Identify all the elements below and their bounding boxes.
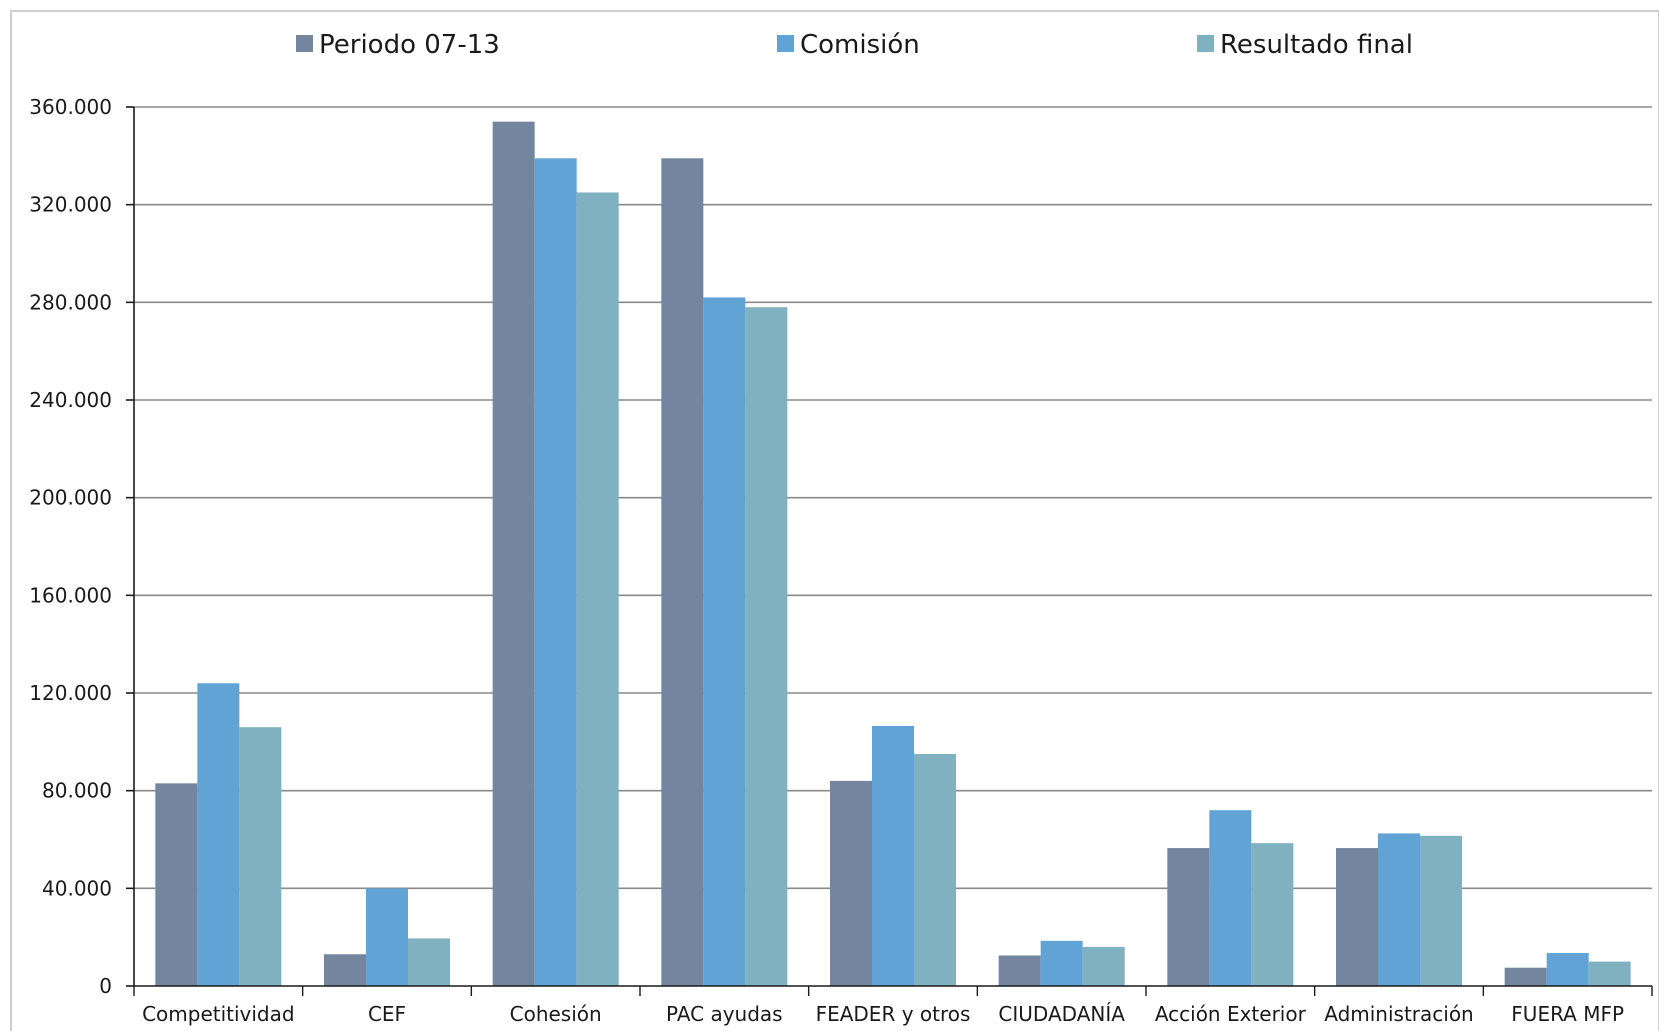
bar-acci-n-exterior-series-1 bbox=[1209, 810, 1252, 986]
bar-fuera-mfp-series-0 bbox=[1504, 967, 1547, 986]
bar-competitividad-series-2 bbox=[239, 727, 282, 986]
y-tick-label: 120.000 bbox=[29, 681, 112, 705]
bar-administraci-n-series-1 bbox=[1378, 833, 1420, 986]
bar-competitividad-series-0 bbox=[155, 783, 198, 986]
legend-swatch bbox=[296, 35, 313, 52]
y-tick-label: 160.000 bbox=[29, 583, 112, 607]
y-tick-label: 200.000 bbox=[29, 486, 112, 510]
y-axis-tick-labels: 0 40.000 80.000 120.000 160.000 200.000 240.00… bbox=[29, 95, 112, 998]
x-category-label: Cohesión bbox=[510, 1002, 602, 1026]
bar-cohesi-n-series-0 bbox=[492, 121, 535, 986]
legend-swatch bbox=[1197, 35, 1214, 52]
bar-pac-ayudas-series-1 bbox=[703, 297, 746, 986]
x-category-label: FUERA MFP bbox=[1511, 1002, 1624, 1026]
bar-ciudadan-a-series-2 bbox=[1082, 946, 1125, 986]
bar-fuera-mfp-series-2 bbox=[1588, 961, 1631, 986]
legend: Periodo 07-13 Comisión Resultado final bbox=[296, 30, 1413, 60]
legend-label: Comisión bbox=[800, 30, 920, 60]
bar-ciudadan-a-series-1 bbox=[1040, 940, 1083, 986]
bar-feader-y-otros-series-2 bbox=[914, 754, 956, 986]
bar-competitividad-series-1 bbox=[197, 683, 240, 986]
y-tick-label: 80.000 bbox=[42, 779, 112, 803]
x-category-label: Acción Exterior bbox=[1155, 1002, 1307, 1026]
bar-feader-y-otros-series-0 bbox=[830, 780, 872, 986]
bar-acci-n-exterior-series-2 bbox=[1251, 843, 1294, 986]
y-tick-label: 280.000 bbox=[29, 290, 112, 314]
bar-administraci-n-series-0 bbox=[1336, 848, 1378, 986]
y-tick-label: 320.000 bbox=[29, 193, 112, 217]
bar-acci-n-exterior-series-0 bbox=[1167, 848, 1210, 986]
x-category-label: CIUDADANÍA bbox=[998, 1002, 1125, 1026]
y-tick-label: 240.000 bbox=[29, 388, 112, 412]
y-tick-label: 0 bbox=[99, 974, 112, 998]
x-category-label: FEADER y otros bbox=[816, 1002, 971, 1026]
x-axis-category-labels: Competitividad CEF Cohesión PAC ayudas FEADE… bbox=[142, 1002, 1624, 1026]
bars bbox=[155, 121, 1631, 987]
bar-administraci-n-series-2 bbox=[1420, 835, 1462, 986]
bar-cohesi-n-series-1 bbox=[534, 158, 577, 986]
y-tick-label: 40.000 bbox=[42, 876, 112, 900]
legend-label: Periodo 07-13 bbox=[319, 30, 500, 60]
bar-pac-ayudas-series-0 bbox=[661, 158, 704, 986]
legend-swatch bbox=[777, 35, 794, 52]
bar-pac-ayudas-series-2 bbox=[745, 307, 788, 986]
bar-cef-series-0 bbox=[324, 954, 366, 986]
bar-feader-y-otros-series-1 bbox=[872, 725, 914, 986]
bar-cohesi-n-series-2 bbox=[576, 192, 619, 987]
x-category-label: PAC ayudas bbox=[666, 1002, 783, 1026]
bar-cef-series-2 bbox=[408, 938, 450, 986]
y-tick-label: 360.000 bbox=[29, 95, 112, 119]
bar-cef-series-1 bbox=[366, 888, 408, 986]
legend-label: Resultado final bbox=[1220, 30, 1413, 60]
bar-ciudadan-a-series-0 bbox=[998, 955, 1041, 986]
axes bbox=[126, 106, 1653, 996]
bar-fuera-mfp-series-1 bbox=[1546, 953, 1589, 986]
x-category-label: Administración bbox=[1324, 1002, 1474, 1026]
x-category-label: CEF bbox=[368, 1002, 406, 1026]
x-category-label: Competitividad bbox=[142, 1002, 295, 1026]
